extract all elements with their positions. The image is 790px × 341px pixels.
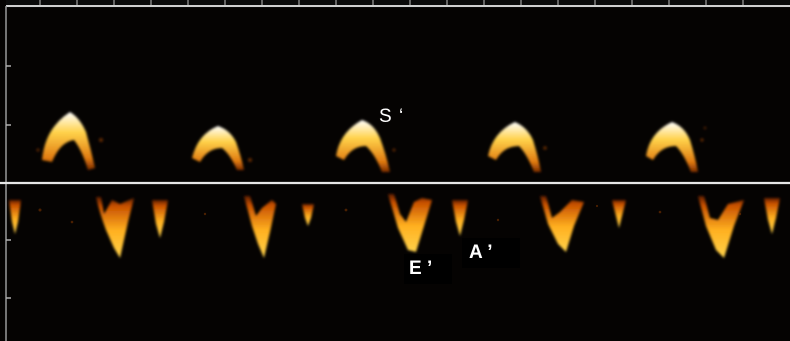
a-wave-1	[152, 200, 168, 238]
s-wave-2	[192, 126, 244, 170]
e-wave-2	[244, 196, 276, 258]
a-wave-3	[452, 200, 468, 236]
label-a-backing	[462, 238, 520, 268]
e-prime-label: E ’	[409, 258, 433, 279]
s-prime-label: S ‘	[379, 106, 405, 127]
a-wave-4	[612, 200, 626, 228]
a-wave-0	[9, 200, 21, 234]
s-wave-1	[42, 112, 95, 170]
s-wave-3	[336, 120, 390, 172]
velocity-scale	[5, 6, 11, 341]
noise-speckle	[38, 204, 742, 224]
a-prime-label: A ’	[469, 242, 493, 263]
a-wave-2	[302, 204, 314, 226]
e-wave-1	[96, 197, 134, 258]
e-wave-3	[388, 194, 432, 252]
ea-waves	[9, 194, 780, 258]
e-wave-4	[540, 196, 584, 252]
label-e-backing	[404, 254, 452, 284]
e-wave-5	[698, 196, 744, 258]
top-frame	[6, 0, 790, 8]
s-wave-5	[646, 122, 698, 172]
a-wave-5	[764, 198, 780, 234]
s-wave-4	[488, 122, 541, 172]
s-waves	[36, 112, 707, 172]
